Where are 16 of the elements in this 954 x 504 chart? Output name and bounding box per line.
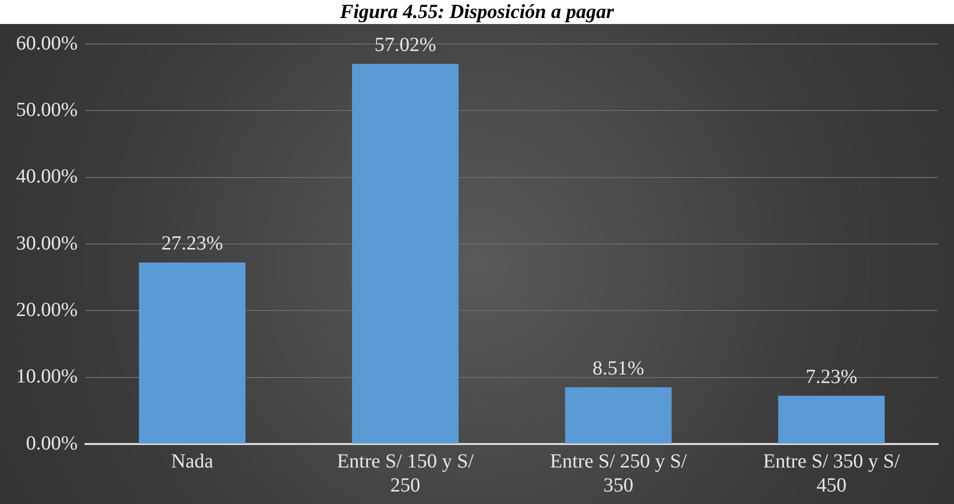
x-tick-label: Entre S/ 250 y S/ 350 xyxy=(550,450,688,496)
chart-title: Figura 4.55: Disposición a pagar xyxy=(339,0,615,24)
y-tick-label: 20.00% xyxy=(16,298,78,321)
y-tick-label: 0.00% xyxy=(26,432,78,454)
y-tick-label: 60.00% xyxy=(16,32,78,54)
y-tick-label: 50.00% xyxy=(16,98,78,121)
y-tick-label: 40.00% xyxy=(16,166,78,188)
x-tick-label: Entre S/ 350 y S/ 450 xyxy=(763,450,900,496)
data-label: 8.51% xyxy=(592,358,644,380)
data-label: 57.02% xyxy=(374,34,436,56)
data-label: 7.23% xyxy=(806,366,858,388)
x-tick-label: Entre S/ 150 y S/ 250 xyxy=(336,450,474,496)
y-tick-label: 10.00% xyxy=(16,366,78,388)
y-tick-label: 30.00% xyxy=(16,232,78,254)
x-tick-label: Nada xyxy=(171,450,214,472)
data-label: 27.23% xyxy=(161,232,224,255)
